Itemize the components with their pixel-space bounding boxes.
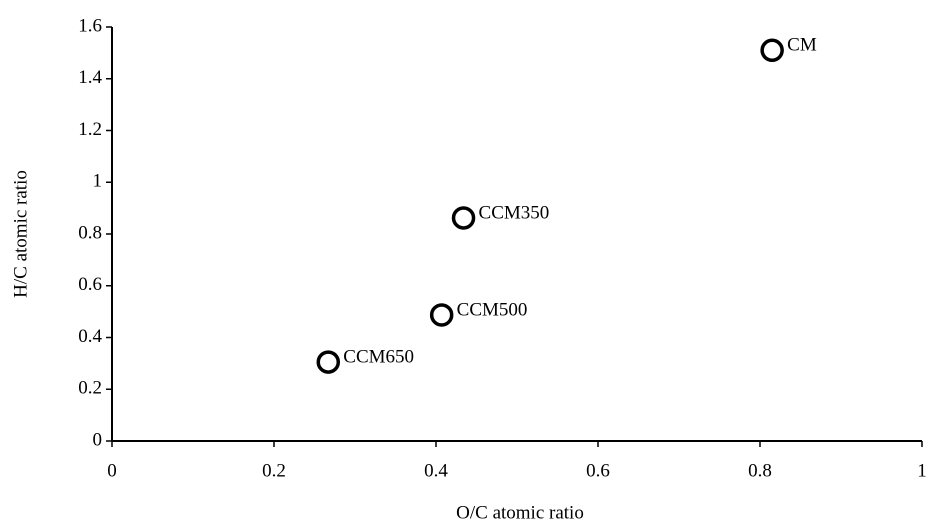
point bbox=[316, 350, 341, 374]
y-tick-label: 0.4 bbox=[78, 326, 102, 347]
y-tick-label: 1 bbox=[93, 171, 103, 192]
point bbox=[429, 303, 454, 327]
x-tick-label: 0.6 bbox=[586, 460, 610, 481]
x-tick-label: 1 bbox=[917, 460, 927, 481]
point bbox=[760, 38, 784, 63]
x-tick-label: 0.2 bbox=[262, 460, 286, 481]
y-axis-title: H/C atomic ratio bbox=[10, 170, 31, 298]
x-tick-label: 0 bbox=[107, 460, 117, 481]
point-label: CCM650 bbox=[343, 346, 414, 367]
y-tick-label: 0.6 bbox=[78, 274, 102, 295]
y-tick-label: 1.2 bbox=[78, 119, 102, 140]
point-label: CCM350 bbox=[479, 202, 550, 223]
x-axis-title: O/C atomic ratio bbox=[456, 502, 584, 523]
x-tick-label: 0.4 bbox=[424, 460, 448, 481]
point bbox=[451, 206, 476, 230]
y-tick-label: 1.6 bbox=[78, 15, 102, 36]
y-tick-label: 0.8 bbox=[78, 222, 102, 243]
x-tick-label: 0.8 bbox=[748, 460, 772, 481]
point-label: CCM500 bbox=[457, 299, 528, 320]
y-tick-label: 1.4 bbox=[78, 67, 102, 88]
y-tick-label: 0 bbox=[93, 429, 103, 450]
point-label: CM bbox=[787, 35, 817, 56]
y-tick-label: 0.2 bbox=[78, 378, 102, 399]
